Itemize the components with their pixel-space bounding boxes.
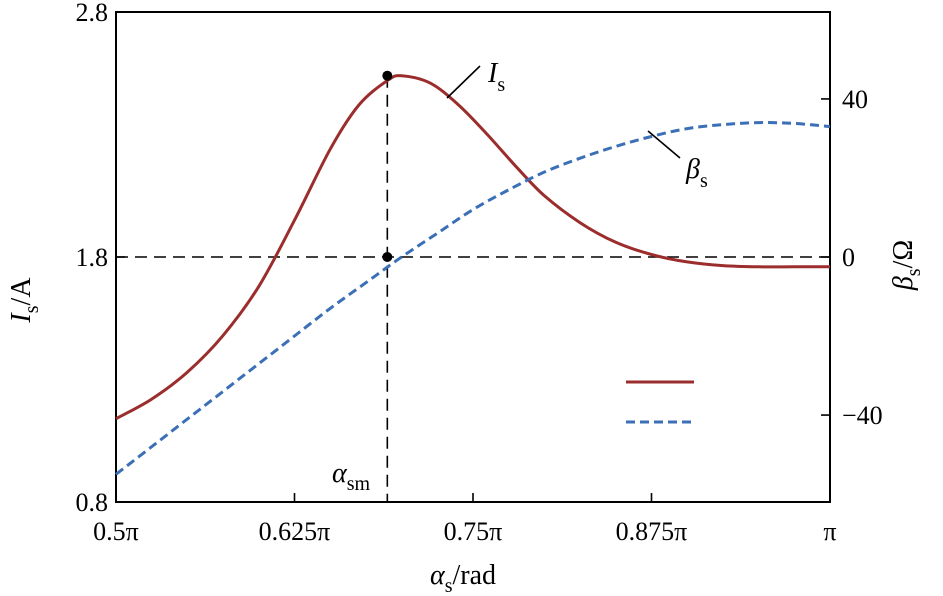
- y-axis-right-title: βs/Ω: [888, 240, 925, 291]
- x-tick-label: 0.875π: [616, 517, 688, 546]
- x-tick-label: 0.75π: [444, 517, 503, 546]
- beta-leader-line: [647, 130, 681, 159]
- y-axis-left-title: Is/A: [6, 277, 43, 324]
- is-leader-line: [446, 65, 481, 99]
- x-tick-label: 0.625π: [259, 517, 331, 546]
- y-right-tick-label: 0: [842, 243, 855, 272]
- x-tick-label: π: [823, 517, 836, 546]
- markers-layer: [382, 70, 393, 262]
- y-right-tick-label: 40: [842, 85, 868, 114]
- series-line-is: [115, 74, 830, 421]
- reference-lines: [116, 75, 830, 502]
- x-axis-title: αs/rad: [430, 560, 496, 596]
- legend: [626, 380, 694, 424]
- series-layer: [115, 74, 831, 476]
- y-right-tick-label: −40: [842, 401, 883, 430]
- is-curve-label: Is: [487, 58, 505, 96]
- series-line-beta: [115, 121, 831, 476]
- zero-crossing-marker: [382, 252, 393, 262]
- beta-curve-label: βs: [685, 154, 708, 192]
- y-left-tick-label: 1.8: [76, 243, 109, 272]
- peak-point-marker: [382, 70, 393, 81]
- plot-frame: [115, 11, 831, 503]
- x-tick-label: 0.5π: [93, 517, 139, 546]
- ticks-layer: 0.5π 0.625π 0.75π 0.875π π 0.8 1.8 2.8 40 0 −40: [76, 0, 883, 546]
- alpha-sm-label: αsm: [332, 458, 370, 495]
- y-left-tick-label: 0.8: [76, 488, 109, 517]
- y-left-tick-label: 2.8: [76, 0, 109, 27]
